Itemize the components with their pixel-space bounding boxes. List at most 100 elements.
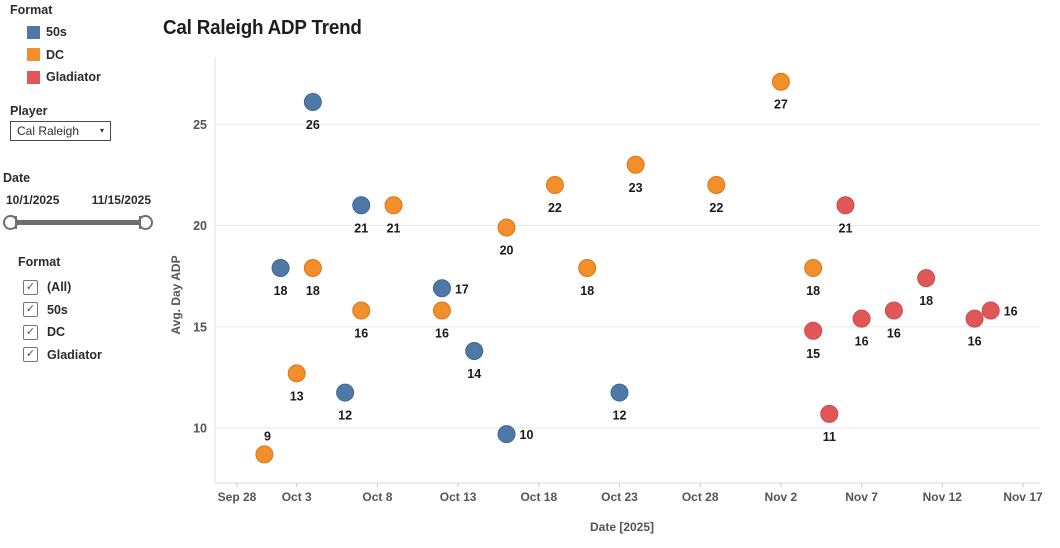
data-point-label: 11 <box>823 430 836 444</box>
data-point-label: 22 <box>548 201 562 215</box>
slider-right-handle[interactable] <box>138 214 153 230</box>
data-point-label: 18 <box>806 284 820 298</box>
data-point-dc-oct-19[interactable] <box>545 176 564 194</box>
data-point-gladiator-nov-9[interactable] <box>884 301 903 320</box>
format-option-label: Gladiator <box>47 347 102 362</box>
data-point-label: 22 <box>709 201 723 215</box>
data-point-dc-oct-16[interactable] <box>497 218 516 237</box>
data-point-label: 18 <box>919 294 933 308</box>
y-tick-label-20: 20 <box>193 219 207 233</box>
checkbox-icon[interactable]: ✓ <box>23 302 38 318</box>
data-point-label: 13 <box>290 389 304 403</box>
data-point-dc-oct-12[interactable] <box>432 301 451 320</box>
data-point-label: 16 <box>887 327 901 341</box>
data-point-label: 16 <box>354 327 368 341</box>
data-point-label: 9 <box>264 429 271 443</box>
checkbox-icon[interactable]: ✓ <box>23 347 38 363</box>
data-point-gladiator-nov-6[interactable] <box>836 196 855 215</box>
date-range-values: 10/1/2025 11/15/2025 <box>6 193 151 207</box>
format-option-label: DC <box>47 325 66 340</box>
data-point-gladiator-nov-11[interactable] <box>917 269 936 288</box>
x-tick-label-oct-18: Oct 18 <box>520 490 557 504</box>
format-option-50s[interactable]: ✓ 50s <box>23 299 102 322</box>
format-option-gladiator[interactable]: ✓ Gladiator <box>23 344 102 367</box>
data-point-label: 23 <box>629 181 643 195</box>
data-point-label: 21 <box>839 221 853 235</box>
data-point-label: 16 <box>968 335 982 349</box>
player-select-value: Cal Raleigh <box>17 124 80 138</box>
format-filter-title: Format <box>18 255 61 269</box>
data-point-dc-oct-21[interactable] <box>578 259 597 278</box>
data-point-dc-oct-7[interactable] <box>352 301 371 320</box>
data-point-label: 10 <box>520 428 534 442</box>
format-option-all[interactable]: ✓ (All) <box>23 276 102 299</box>
y-tick-label-10: 10 <box>193 422 207 436</box>
legend-item-gladiator[interactable]: Gladiator <box>27 66 101 89</box>
data-point-dc-oct-4[interactable] <box>303 259 322 278</box>
data-point-50s-oct-12[interactable] <box>432 279 451 298</box>
data-point-gladiator-nov-15[interactable] <box>981 301 1000 320</box>
x-tick-label-oct-13: Oct 13 <box>440 490 477 504</box>
player-select[interactable]: Cal Raleigh ▾ <box>10 121 111 141</box>
x-tick-label-oct-23: Oct 23 <box>601 490 638 504</box>
data-point-label: 17 <box>455 282 469 296</box>
data-point-label: 21 <box>354 221 368 235</box>
legend-item-label: 50s <box>46 25 67 40</box>
data-point-label: 16 <box>435 327 449 341</box>
legend-item-label: Gladiator <box>46 70 101 85</box>
player-title: Player <box>10 104 48 118</box>
data-point-gladiator-nov-7[interactable] <box>852 309 871 328</box>
slider-left-handle[interactable] <box>3 214 18 230</box>
data-point-dc-nov-4[interactable] <box>804 259 823 278</box>
data-point-50s-oct-6[interactable] <box>336 383 355 402</box>
data-point-50s-oct-16[interactable] <box>497 425 516 444</box>
data-point-label: 21 <box>387 221 401 235</box>
legend-item-label: DC <box>46 47 65 62</box>
data-point-dc-oct-1[interactable] <box>255 445 274 464</box>
data-point-label: 20 <box>500 244 514 258</box>
x-axis-title: Date [2025] <box>590 520 654 534</box>
data-point-label: 12 <box>338 409 352 423</box>
data-point-label: 15 <box>806 347 820 361</box>
format-legend: 50s DC Gladiator <box>27 21 101 89</box>
checkbox-icon[interactable]: ✓ <box>23 279 38 295</box>
data-point-dc-oct-3[interactable] <box>287 364 306 383</box>
x-tick-label-oct-28: Oct 28 <box>682 490 719 504</box>
data-point-50s-oct-14[interactable] <box>465 342 484 361</box>
data-point-dc-nov-2[interactable] <box>771 72 790 91</box>
x-tick-label-oct-3: Oct 3 <box>282 490 312 504</box>
legend-swatch-icon <box>27 70 40 84</box>
data-point-label: 18 <box>274 284 288 298</box>
data-point-label: 14 <box>467 367 481 381</box>
y-axis-title: Avg. Day ADP <box>169 255 183 334</box>
date-range-slider[interactable] <box>3 214 153 230</box>
x-tick-label-nov-12: Nov 12 <box>923 490 963 504</box>
format-option-dc[interactable]: ✓ DC <box>23 321 102 344</box>
data-point-50s-oct-4[interactable] <box>303 92 322 111</box>
format-option-label: 50s <box>47 302 68 317</box>
chevron-down-icon: ▾ <box>99 126 104 135</box>
data-point-label: 26 <box>306 118 320 132</box>
data-point-dc-oct-9[interactable] <box>384 196 403 215</box>
data-point-gladiator-nov-4[interactable] <box>804 321 823 340</box>
date-range-start: 10/1/2025 <box>6 193 60 207</box>
x-tick-label-sep-28: Sep 28 <box>218 490 257 504</box>
data-point-dc-oct-29[interactable] <box>707 176 726 194</box>
data-point-50s-oct-7[interactable] <box>352 196 371 215</box>
data-point-50s-oct-2[interactable] <box>271 259 290 278</box>
data-point-label: 18 <box>306 284 320 298</box>
x-tick-label-nov-7: Nov 7 <box>845 490 878 504</box>
data-point-gladiator-nov-5[interactable] <box>820 404 839 423</box>
y-tick-label-15: 15 <box>193 320 207 334</box>
checkbox-icon[interactable]: ✓ <box>23 324 38 340</box>
y-tick-label-25: 25 <box>193 118 207 132</box>
legend-item-dc[interactable]: DC <box>27 44 101 67</box>
data-point-dc-oct-24[interactable] <box>626 155 645 174</box>
legend-item-50s[interactable]: 50s <box>27 21 101 44</box>
data-point-gladiator-nov-14[interactable] <box>965 309 984 328</box>
slider-track[interactable] <box>12 219 144 225</box>
data-point-50s-oct-23[interactable] <box>610 383 629 402</box>
legend-swatch-icon <box>27 48 40 62</box>
